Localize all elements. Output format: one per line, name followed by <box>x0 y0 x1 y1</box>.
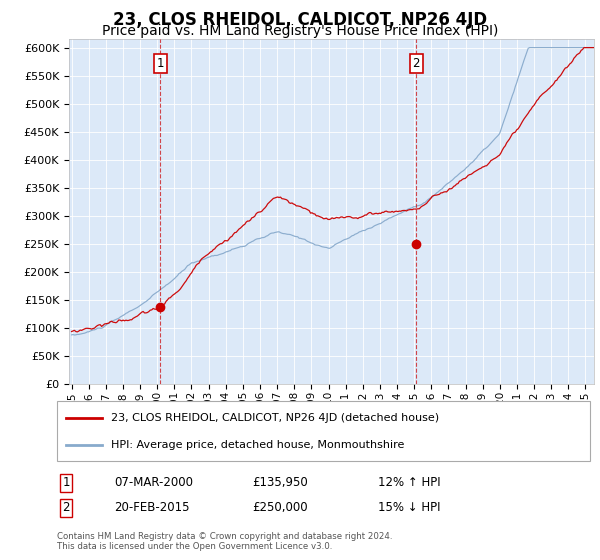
Text: 23, CLOS RHEIDOL, CALDICOT, NP26 4JD: 23, CLOS RHEIDOL, CALDICOT, NP26 4JD <box>113 11 487 29</box>
Text: £135,950: £135,950 <box>252 476 308 489</box>
Text: 2: 2 <box>413 57 420 70</box>
Text: 07-MAR-2000: 07-MAR-2000 <box>114 476 193 489</box>
Text: Price paid vs. HM Land Registry's House Price Index (HPI): Price paid vs. HM Land Registry's House … <box>102 24 498 38</box>
Text: Contains HM Land Registry data © Crown copyright and database right 2024.
This d: Contains HM Land Registry data © Crown c… <box>57 532 392 552</box>
Text: £250,000: £250,000 <box>252 501 308 515</box>
Text: 15% ↓ HPI: 15% ↓ HPI <box>378 501 440 515</box>
Text: 2: 2 <box>62 501 70 515</box>
Text: 23, CLOS RHEIDOL, CALDICOT, NP26 4JD (detached house): 23, CLOS RHEIDOL, CALDICOT, NP26 4JD (de… <box>111 413 439 423</box>
Text: 1: 1 <box>62 476 70 489</box>
Text: 12% ↑ HPI: 12% ↑ HPI <box>378 476 440 489</box>
Text: 1: 1 <box>157 57 164 70</box>
Text: HPI: Average price, detached house, Monmouthshire: HPI: Average price, detached house, Monm… <box>111 440 404 450</box>
Text: 20-FEB-2015: 20-FEB-2015 <box>114 501 190 515</box>
